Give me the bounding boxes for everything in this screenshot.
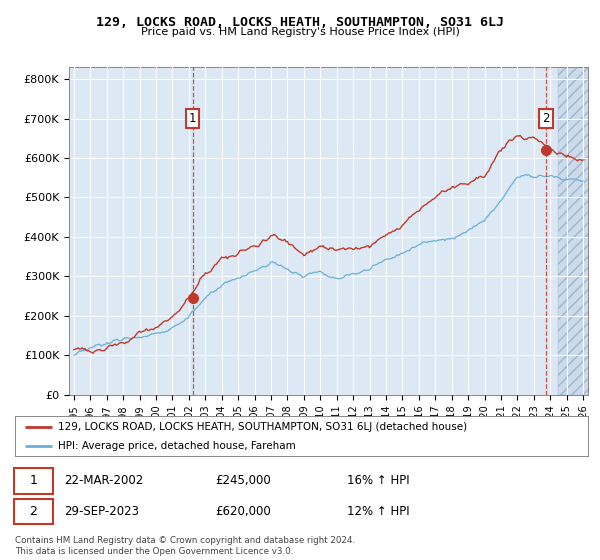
Text: 1: 1 xyxy=(29,474,37,487)
Text: 1: 1 xyxy=(189,112,196,125)
FancyBboxPatch shape xyxy=(14,468,53,493)
Text: 129, LOCKS ROAD, LOCKS HEATH, SOUTHAMPTON, SO31 6LJ (detached house): 129, LOCKS ROAD, LOCKS HEATH, SOUTHAMPTO… xyxy=(58,422,467,432)
Text: HPI: Average price, detached house, Fareham: HPI: Average price, detached house, Fare… xyxy=(58,441,296,450)
Text: 129, LOCKS ROAD, LOCKS HEATH, SOUTHAMPTON, SO31 6LJ: 129, LOCKS ROAD, LOCKS HEATH, SOUTHAMPTO… xyxy=(96,16,504,29)
Text: 29-SEP-2023: 29-SEP-2023 xyxy=(64,505,139,518)
Text: £620,000: £620,000 xyxy=(215,505,271,518)
Text: 12% ↑ HPI: 12% ↑ HPI xyxy=(347,505,410,518)
Text: 16% ↑ HPI: 16% ↑ HPI xyxy=(347,474,410,487)
FancyBboxPatch shape xyxy=(14,499,53,524)
Text: £245,000: £245,000 xyxy=(215,474,271,487)
Text: Contains HM Land Registry data © Crown copyright and database right 2024.
This d: Contains HM Land Registry data © Crown c… xyxy=(15,536,355,556)
Text: 22-MAR-2002: 22-MAR-2002 xyxy=(64,474,143,487)
Text: Price paid vs. HM Land Registry's House Price Index (HPI): Price paid vs. HM Land Registry's House … xyxy=(140,27,460,37)
Text: 2: 2 xyxy=(29,505,37,518)
Text: 2: 2 xyxy=(542,112,550,125)
